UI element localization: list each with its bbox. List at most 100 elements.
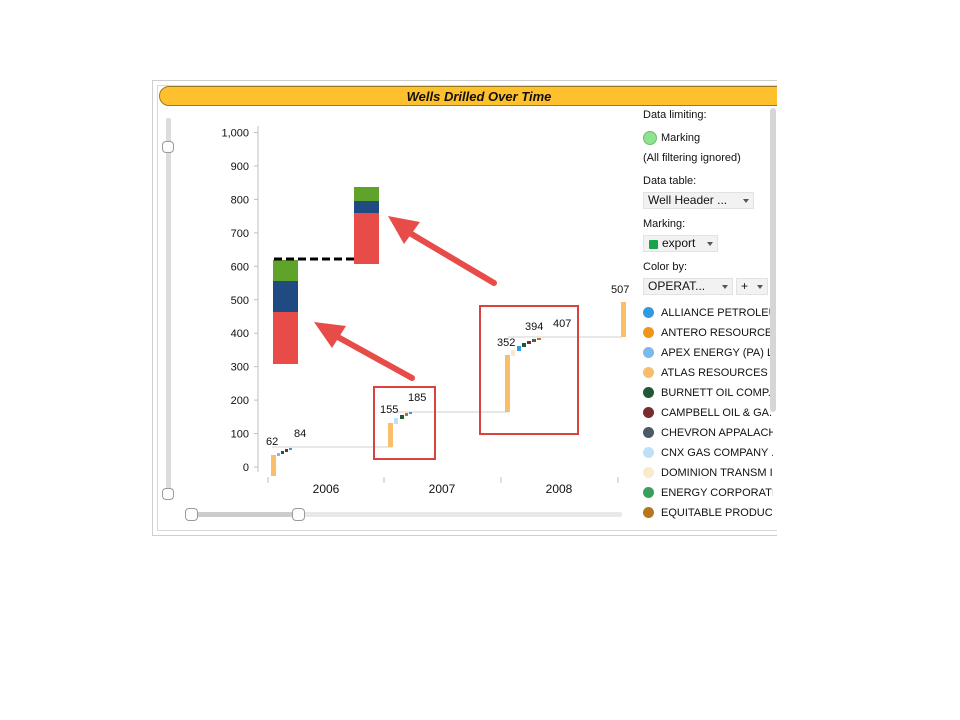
waterfall-bar[interactable]	[400, 415, 404, 419]
color-legend-label: DOMINION TRANSM I...	[661, 467, 773, 479]
marking-label: Marking:	[643, 218, 686, 230]
annotation-arrow-head	[388, 216, 420, 244]
annotation-bar-segment	[273, 281, 298, 312]
x-range-slider-handle-left[interactable]	[185, 508, 198, 521]
waterfall-bar[interactable]	[517, 346, 521, 351]
color-swatch-icon	[643, 367, 654, 378]
panel-title-bar[interactable]: Wells Drilled Over Time	[159, 86, 799, 106]
color-legend-item[interactable]: BURNETT OIL COMP...	[643, 386, 773, 404]
marking-value: export	[662, 236, 696, 250]
chevron-down-icon	[722, 285, 728, 289]
color-swatch-icon	[643, 387, 654, 398]
marking-dropdown[interactable]: export	[643, 235, 718, 252]
waterfall-bar[interactable]	[511, 350, 515, 356]
chevron-down-icon	[743, 199, 749, 203]
color-legend-item[interactable]: APEX ENERGY (PA) LLC	[643, 346, 773, 364]
marking-icon	[643, 131, 657, 145]
visualization-panel	[152, 80, 778, 536]
waterfall-bar[interactable]	[409, 412, 412, 414]
data-label: 62	[266, 436, 278, 448]
waterfall-bar[interactable]	[527, 341, 531, 344]
y-tick-label: 500	[231, 295, 249, 307]
highlight-box	[373, 386, 436, 460]
waterfall-bar[interactable]	[394, 418, 398, 424]
data-label: 352	[497, 337, 515, 349]
annotation-bar-segment	[354, 187, 379, 201]
color-swatch-icon	[643, 487, 654, 498]
color-legend-label: CAMPBELL OIL & GA...	[661, 407, 773, 419]
y-tick-label: 1,000	[221, 128, 249, 140]
x-range-slider-handle-right[interactable]	[292, 508, 305, 521]
y-tick-label: 900	[231, 161, 249, 173]
color-legend-item[interactable]: CNX GAS COMPANY ...	[643, 446, 773, 464]
color-legend-label: CNX GAS COMPANY ...	[661, 447, 773, 459]
x-range-slider-track[interactable]	[190, 512, 622, 517]
color-by-label: Color by:	[643, 261, 688, 273]
waterfall-bar[interactable]	[522, 343, 526, 347]
color-legend-label: APEX ENERGY (PA) LLC	[661, 347, 773, 359]
annotation-arrow-shaft	[405, 229, 497, 286]
y-tick-label: 700	[231, 228, 249, 240]
waterfall-bar[interactable]	[388, 423, 393, 447]
y-range-slider-track[interactable]	[166, 118, 171, 498]
annotation-bar-segment	[273, 312, 298, 364]
panel-title: Wells Drilled Over Time	[406, 89, 552, 104]
color-legend-item[interactable]: EQUITABLE PRODUC...	[643, 506, 773, 524]
data-table-value: Well Header ...	[648, 193, 728, 207]
color-legend-label: BURNETT OIL COMP...	[661, 387, 773, 399]
color-legend-label: ENERGY CORPORATI...	[661, 487, 773, 499]
data-table-dropdown[interactable]: Well Header ...	[643, 192, 754, 209]
waterfall-bar[interactable]	[271, 455, 276, 476]
color-legend-item[interactable]: CHEVRON APPALACH...	[643, 426, 773, 444]
color-legend-item[interactable]: DOMINION TRANSM I...	[643, 466, 773, 484]
x-category-label: 2007	[429, 482, 456, 496]
waterfall-bar[interactable]	[537, 338, 541, 340]
color-legend-label: EQUITABLE PRODUC...	[661, 507, 773, 519]
color-legend-label: ANTERO RESOURCES...	[661, 327, 773, 339]
waterfall-bar[interactable]	[285, 449, 288, 452]
annotation-bar-segment	[273, 260, 298, 281]
color-legend-item[interactable]: ANTERO RESOURCES...	[643, 326, 773, 344]
data-label: 155	[380, 404, 398, 416]
y-tick-label: 0	[243, 462, 249, 474]
filter-note: (All filtering ignored)	[643, 152, 741, 164]
add-color-by-button[interactable]: +	[736, 278, 768, 295]
panel-inner-border	[157, 85, 777, 531]
x-category-label: 2006	[313, 482, 340, 496]
waterfall-bar[interactable]	[281, 451, 284, 454]
color-legend-item[interactable]: ATLAS RESOURCES LLC	[643, 366, 773, 384]
annotation-arrow-head	[314, 322, 346, 348]
legend-scrollbar[interactable]	[770, 108, 776, 412]
waterfall-bar[interactable]	[621, 302, 626, 337]
data-label: 507	[611, 284, 629, 296]
highlight-box	[479, 305, 579, 435]
marking-item-label: Marking	[661, 132, 701, 144]
marking-color-swatch	[649, 240, 658, 249]
plus-icon: +	[741, 279, 749, 293]
color-by-value: OPERAT...	[648, 279, 706, 293]
color-swatch-icon	[643, 427, 654, 438]
y-range-slider-handle-bottom[interactable]	[162, 488, 174, 500]
color-swatch-icon	[643, 307, 654, 318]
data-limiting-label: Data limiting:	[643, 109, 707, 121]
waterfall-bar[interactable]	[277, 453, 280, 456]
annotation-bar-segment	[354, 201, 379, 213]
waterfall-bar[interactable]	[505, 355, 510, 412]
data-label: 394	[525, 321, 543, 333]
waterfall-bar[interactable]	[405, 413, 408, 416]
color-swatch-icon	[643, 507, 654, 518]
page-background-right	[777, 80, 960, 540]
waterfall-bar[interactable]	[532, 339, 536, 342]
color-legend-item[interactable]: ENERGY CORPORATI...	[643, 486, 773, 504]
color-legend-item[interactable]: CAMPBELL OIL & GA...	[643, 406, 773, 424]
color-legend-label: ALLIANCE PETROLEUM	[661, 307, 773, 319]
color-by-dropdown[interactable]: OPERAT...	[643, 278, 733, 295]
waterfall-bar[interactable]	[289, 448, 292, 450]
chevron-down-icon	[707, 242, 713, 246]
color-legend-item[interactable]: ALLIANCE PETROLEUM	[643, 306, 773, 324]
y-tick-label: 200	[231, 395, 249, 407]
y-range-slider-handle-top[interactable]	[162, 141, 174, 153]
color-swatch-icon	[643, 407, 654, 418]
y-tick-label: 400	[231, 328, 249, 340]
